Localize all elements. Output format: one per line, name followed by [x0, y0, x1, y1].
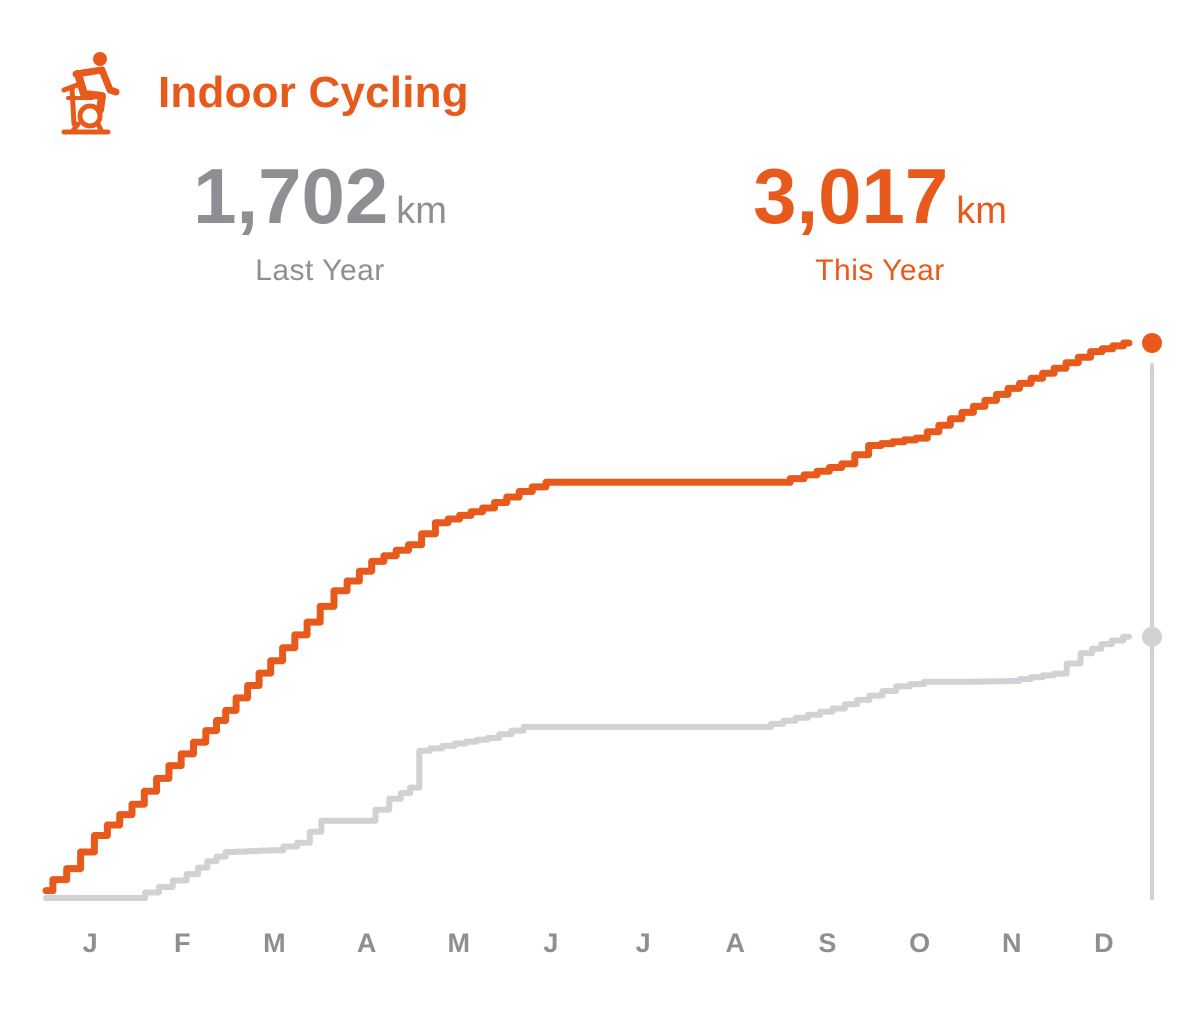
x-tick-label: F — [174, 928, 191, 958]
last-year-stat: 1,702 km Last Year — [170, 155, 470, 288]
series-line-last-year — [43, 633, 1132, 901]
this-year-stat: 3,017 km This Year — [730, 155, 1030, 288]
page-title: Indoor Cycling — [158, 68, 469, 117]
this-year-unit: km — [956, 190, 1007, 232]
last-year-value: 1,702 — [193, 152, 389, 240]
x-tick-label: J — [83, 928, 98, 958]
x-tick-label: S — [818, 928, 836, 958]
x-tick-label: N — [1002, 928, 1022, 958]
indoor-cycling-icon — [61, 52, 120, 135]
this-year-value-row: 3,017 km — [730, 155, 1030, 252]
x-tick-label: J — [543, 928, 558, 958]
x-tick-label: A — [357, 928, 377, 958]
header: Indoor Cycling — [58, 48, 469, 138]
last-year-value-row: 1,702 km — [170, 155, 470, 252]
x-tick-label: O — [909, 928, 930, 958]
x-tick-label: M — [263, 928, 286, 958]
this-year-label: This Year — [815, 254, 945, 287]
x-tick-label: J — [636, 928, 651, 958]
series-endpoint-last-year — [1142, 626, 1162, 647]
x-tick-label: D — [1094, 928, 1114, 958]
x-tick-label: M — [448, 928, 471, 958]
last-year-unit: km — [396, 190, 447, 232]
x-tick-label: A — [726, 928, 746, 958]
series-endpoint-this-year — [1142, 333, 1162, 353]
series-line-this-year — [42, 339, 1133, 895]
last-year-label: Last Year — [255, 254, 385, 287]
this-year-value: 3,017 — [753, 152, 949, 240]
